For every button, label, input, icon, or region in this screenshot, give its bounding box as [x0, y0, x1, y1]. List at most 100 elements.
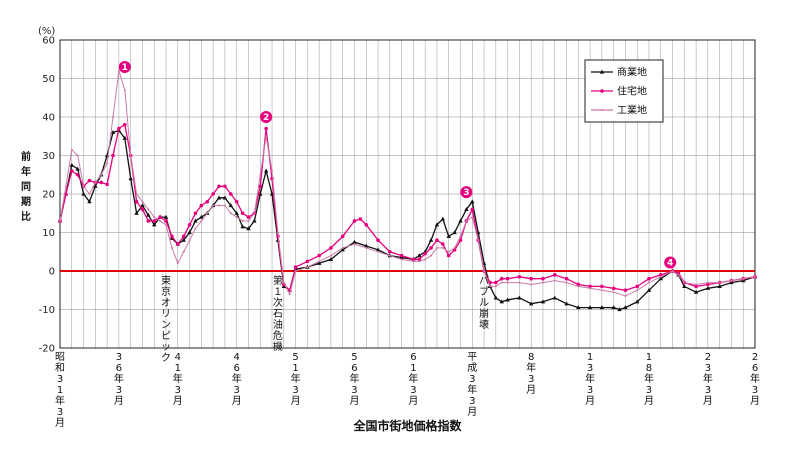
data-point	[87, 199, 92, 204]
data-point	[181, 234, 186, 239]
data-point	[64, 185, 67, 188]
data-point	[253, 212, 256, 215]
x-tick-char: 年	[291, 372, 301, 385]
x-tick-char: 3	[528, 374, 534, 385]
data-point	[229, 212, 232, 215]
data-point	[218, 204, 221, 207]
data-point	[128, 176, 133, 181]
data-point	[565, 281, 568, 284]
data-point	[329, 254, 332, 257]
data-point	[464, 207, 469, 211]
x-tick-char: 月	[232, 395, 242, 407]
x-tick-char: 月	[349, 395, 359, 407]
y-axis-ticks: -20 -10 0 10 20 30 40 50 60	[39, 36, 55, 355]
data-point	[388, 249, 392, 254]
x-tick-char: 和	[55, 362, 65, 374]
data-point	[440, 216, 446, 221]
data-point	[340, 247, 345, 252]
data-point	[146, 212, 151, 217]
x-tick-char: 6	[752, 363, 758, 374]
data-point	[81, 191, 86, 196]
legend-item: 商業地	[591, 66, 647, 79]
x-axis-ticks: 昭和31年3月36年3月41年3月46年3月51年3月56年3月61年3月平成3…	[55, 351, 760, 429]
badge-number: 3	[463, 188, 469, 198]
data-point	[682, 284, 687, 288]
data-point	[589, 287, 592, 290]
data-point	[600, 289, 603, 292]
data-point	[264, 126, 268, 131]
data-point	[494, 280, 498, 285]
data-point	[576, 282, 581, 287]
data-point	[318, 260, 321, 263]
data-point	[110, 130, 116, 134]
data-point	[588, 284, 592, 289]
x-tick-char: 4	[175, 352, 181, 363]
data-point	[418, 260, 421, 263]
data-point	[134, 210, 139, 215]
event-char: 危	[273, 330, 283, 342]
x-tick-char: 3	[587, 363, 593, 374]
x-tick-char: 年	[703, 372, 713, 385]
data-point	[505, 276, 510, 281]
x-tick-char: 月	[173, 395, 183, 407]
data-point	[223, 184, 227, 189]
x-tick-char: 3	[292, 385, 298, 396]
data-point	[706, 282, 710, 287]
x-tick-char: 1	[410, 363, 416, 374]
y-unit-label: (%)	[38, 26, 55, 37]
event-char: ン	[161, 320, 171, 331]
y-tick-label: 50	[42, 74, 55, 85]
event-char: ク	[161, 352, 171, 364]
event-char: ブ	[479, 285, 489, 298]
data-point	[152, 219, 157, 223]
event-char: 油	[273, 318, 283, 331]
data-point	[441, 246, 444, 249]
y-label-char: 比	[21, 210, 31, 223]
x-tick-char: 成	[467, 362, 477, 374]
data-point	[306, 266, 309, 269]
legend-marker	[600, 89, 604, 93]
data-point	[499, 299, 504, 304]
data-point	[400, 258, 403, 261]
data-point	[94, 181, 97, 184]
data-point	[141, 200, 144, 203]
badge-number: 4	[667, 259, 673, 269]
data-point	[458, 238, 463, 242]
data-point	[411, 257, 416, 262]
data-point	[234, 199, 239, 204]
data-point	[316, 260, 322, 265]
data-point	[517, 274, 522, 279]
data-point	[112, 116, 115, 118]
x-tick-char: 3	[175, 385, 181, 396]
data-point	[705, 285, 711, 290]
data-point	[376, 238, 380, 242]
data-point	[200, 219, 203, 222]
data-point	[293, 265, 298, 269]
data-point	[635, 284, 640, 289]
x-tick-char: 3	[646, 385, 652, 396]
data-point	[223, 204, 226, 207]
data-point	[158, 215, 162, 219]
data-point	[611, 305, 616, 310]
data-point	[75, 166, 80, 171]
x-tick-char: 3	[469, 396, 475, 407]
y-tick-label: -10	[39, 305, 55, 316]
data-point	[170, 246, 173, 249]
event-char: 壊	[479, 319, 489, 331]
x-tick-char: 年	[644, 372, 654, 385]
event-char: 東	[161, 274, 171, 287]
data-point	[106, 162, 109, 165]
x-tick-char: 月	[644, 395, 654, 407]
data-point	[152, 222, 157, 227]
data-point	[399, 253, 404, 258]
x-tick-char: 1	[587, 352, 593, 363]
data-point	[435, 238, 439, 242]
event-char: ル	[479, 298, 489, 309]
